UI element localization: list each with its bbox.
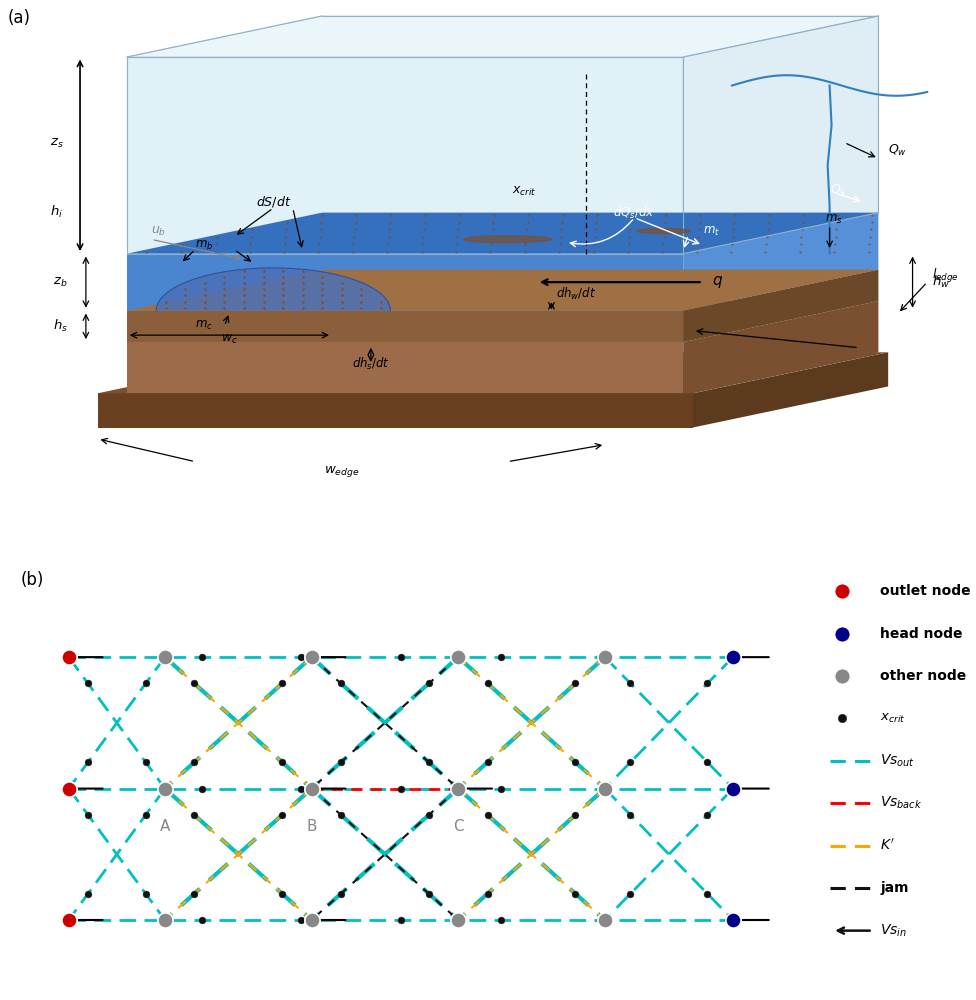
Text: $z_b$: $z_b$: [54, 276, 67, 289]
Text: $x_{crit}$: $x_{crit}$: [880, 712, 906, 725]
Text: A: A: [160, 819, 170, 834]
Text: $l_{edge}$: $l_{edge}$: [932, 267, 959, 285]
Text: outlet node: outlet node: [880, 584, 971, 598]
Text: $Q_s$: $Q_s$: [830, 183, 846, 198]
Text: $Vs_{back}$: $Vs_{back}$: [880, 795, 922, 811]
Polygon shape: [127, 270, 878, 311]
Text: head node: head node: [880, 627, 962, 641]
Text: $q$: $q$: [712, 274, 723, 290]
Polygon shape: [98, 393, 693, 428]
Text: $h_w$: $h_w$: [932, 274, 950, 290]
Text: $dS/dt$: $dS/dt$: [256, 194, 291, 209]
Text: $u_b$: $u_b$: [151, 225, 166, 238]
Text: $Vs_{in}$: $Vs_{in}$: [880, 922, 907, 939]
Text: $w_c$: $w_c$: [221, 333, 238, 346]
Polygon shape: [127, 254, 683, 311]
Polygon shape: [693, 352, 888, 428]
Text: $z_s$: $z_s$: [50, 137, 63, 150]
Polygon shape: [127, 57, 683, 254]
Polygon shape: [127, 342, 683, 393]
Text: $m_t$: $m_t$: [703, 225, 719, 238]
Polygon shape: [127, 213, 878, 254]
Polygon shape: [98, 352, 888, 393]
Text: $dh_w/dt$: $dh_w/dt$: [556, 286, 596, 302]
Text: $K'$: $K'$: [880, 838, 895, 853]
Text: $x_{crit}$: $x_{crit}$: [512, 185, 537, 198]
Text: B: B: [306, 819, 317, 834]
Ellipse shape: [464, 236, 551, 243]
Text: $m_s$: $m_s$: [825, 213, 842, 226]
Text: (b): (b): [20, 571, 44, 589]
Text: $m_c$: $m_c$: [195, 319, 213, 332]
Text: $Q_w$: $Q_w$: [888, 143, 907, 158]
Polygon shape: [127, 311, 683, 342]
Polygon shape: [127, 301, 878, 342]
Text: C: C: [453, 819, 464, 834]
Polygon shape: [156, 268, 390, 311]
Text: other node: other node: [880, 669, 966, 683]
Polygon shape: [683, 301, 878, 393]
Polygon shape: [683, 270, 878, 342]
Text: $Vs_{out}$: $Vs_{out}$: [880, 753, 915, 769]
Text: $h_s$: $h_s$: [53, 318, 68, 334]
Ellipse shape: [637, 229, 691, 234]
Text: (a): (a): [8, 9, 31, 27]
Text: $h_i$: $h_i$: [50, 204, 63, 220]
Polygon shape: [683, 213, 878, 311]
Text: jam: jam: [880, 881, 909, 895]
Text: $dh_s/dt$: $dh_s/dt$: [352, 356, 389, 372]
Text: $w_{edge}$: $w_{edge}$: [324, 464, 359, 479]
Text: $m_b$: $m_b$: [195, 239, 214, 252]
Text: $dQ_s/dx$: $dQ_s/dx$: [614, 205, 655, 221]
Polygon shape: [683, 16, 878, 254]
Polygon shape: [127, 16, 878, 57]
